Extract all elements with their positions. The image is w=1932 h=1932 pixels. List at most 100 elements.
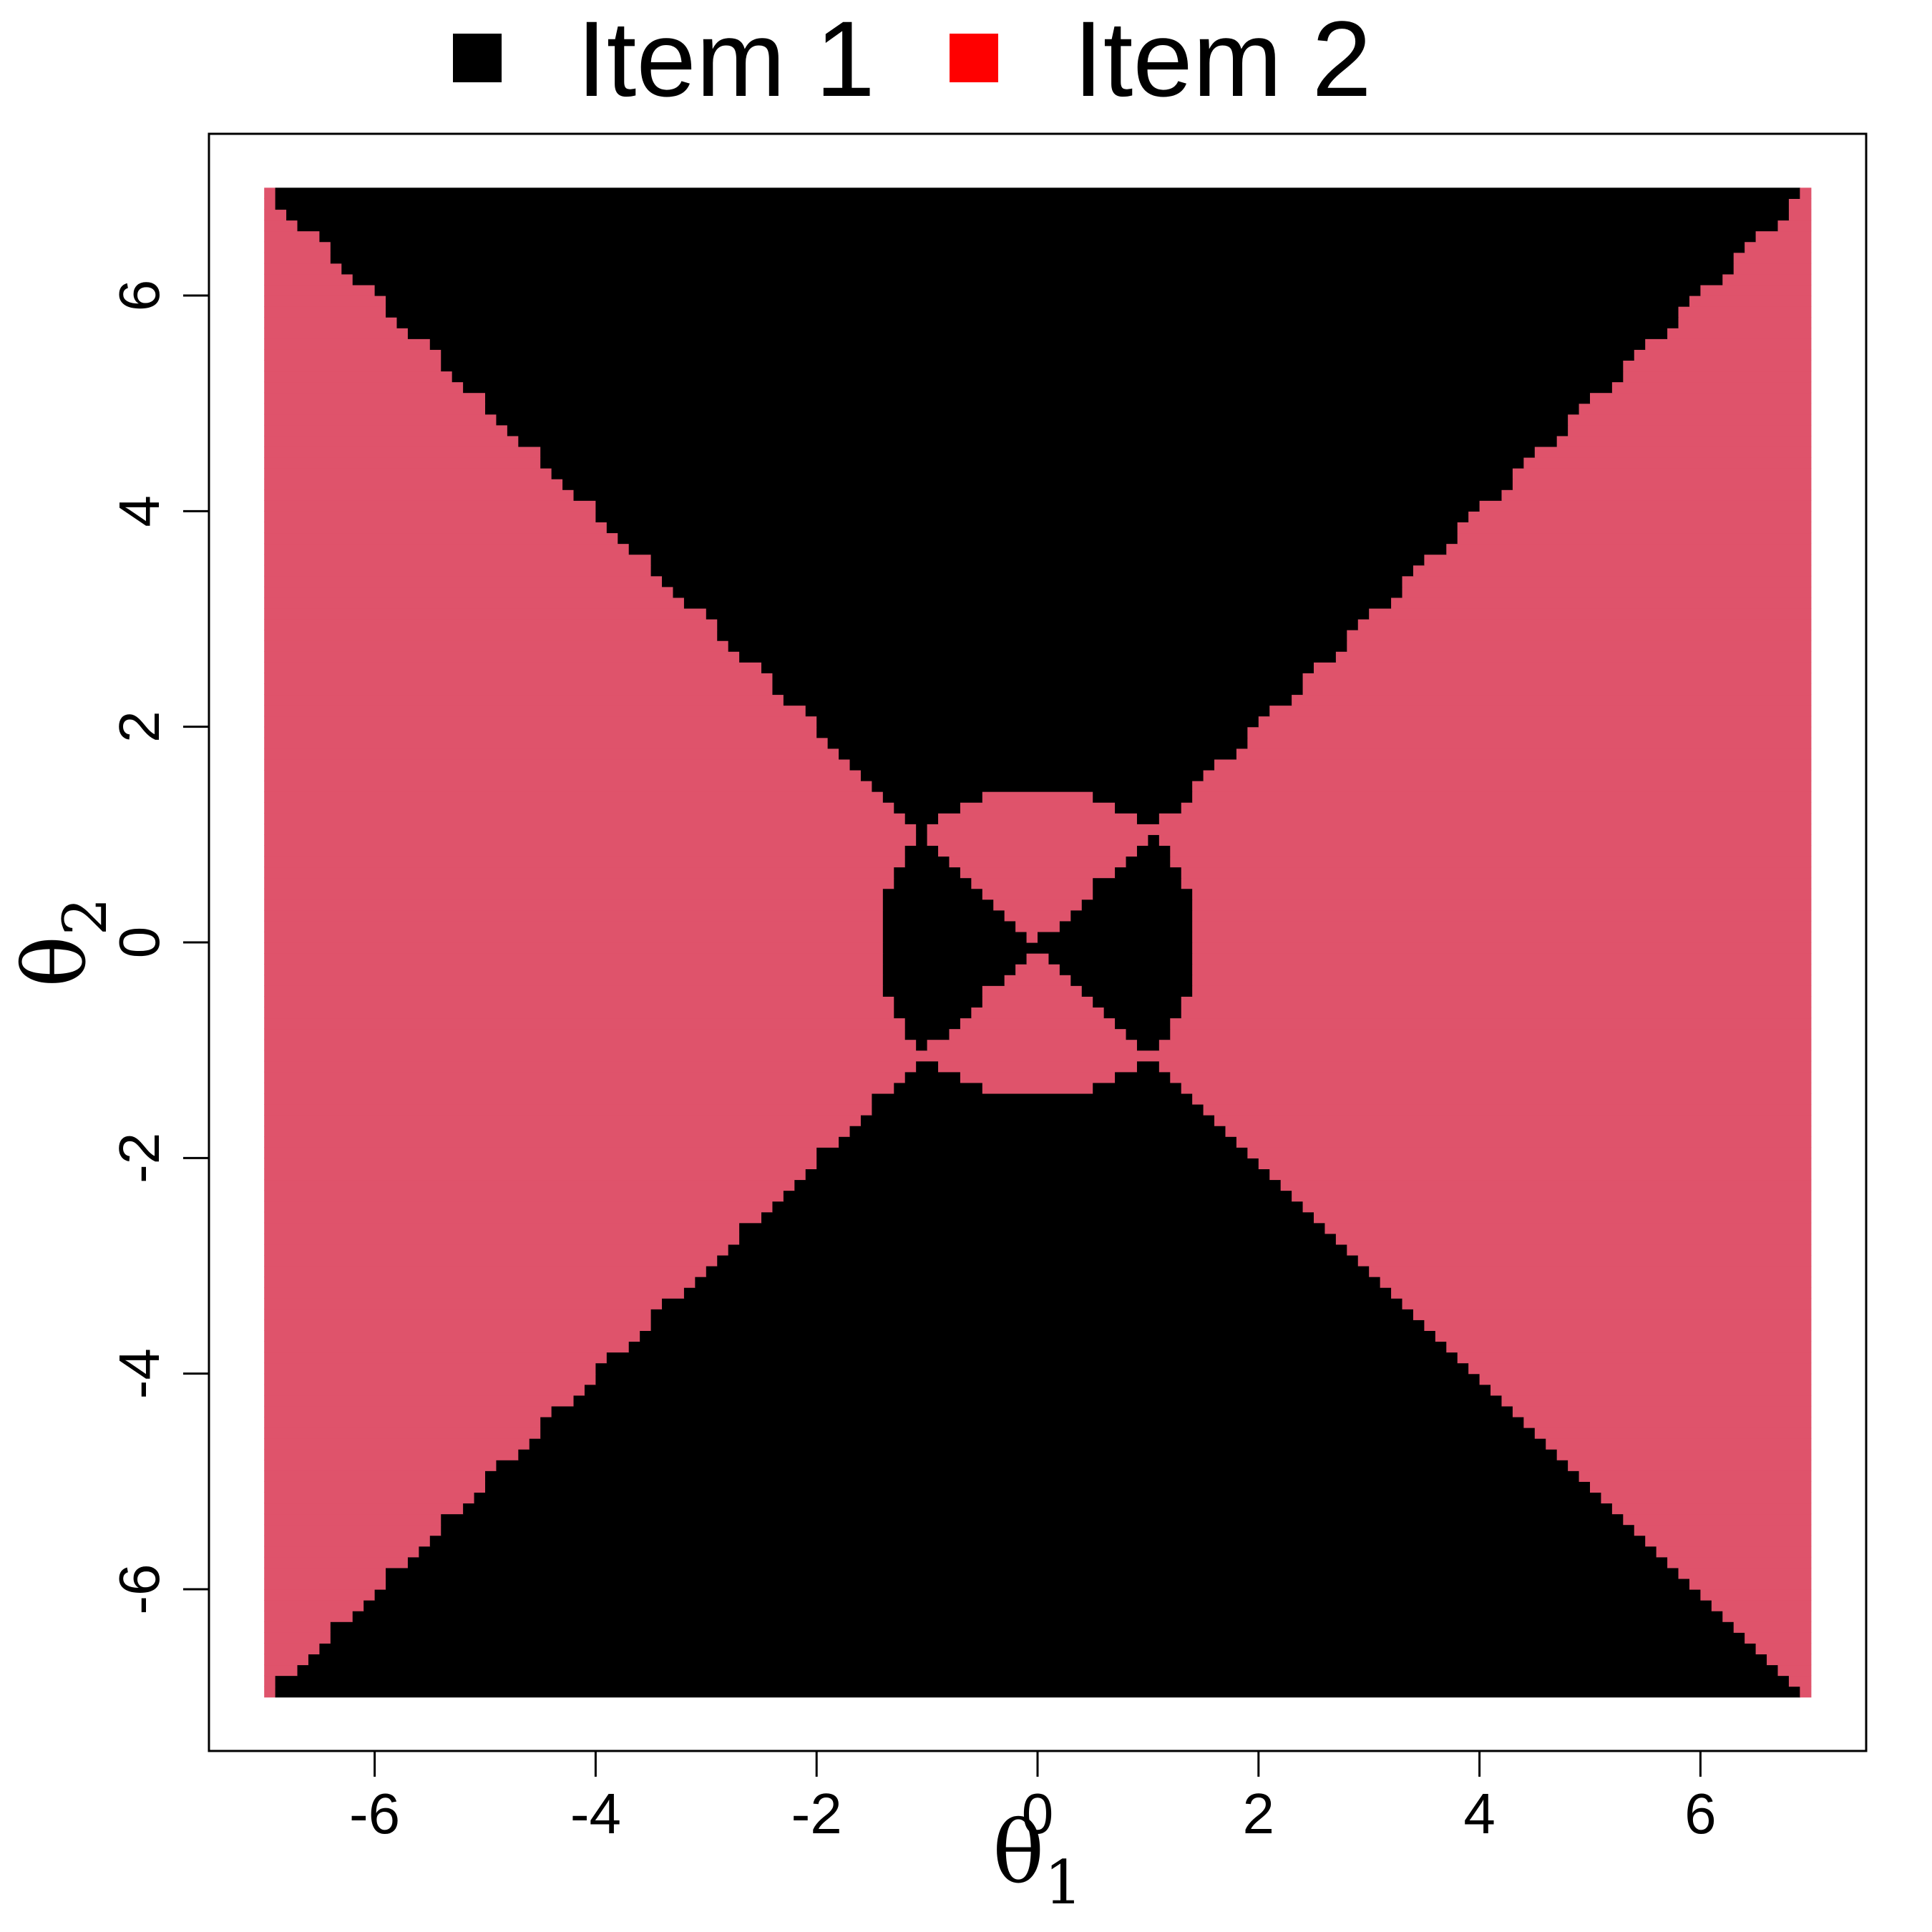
cell-item-1 — [595, 500, 1480, 512]
cell-item-1 — [772, 1201, 1304, 1213]
cell-item-2 — [1501, 1395, 1812, 1407]
cell-item-2 — [1402, 586, 1812, 598]
cell-item-2 — [264, 468, 552, 479]
cell-item-1 — [540, 1428, 1536, 1439]
cell-item-1 — [761, 662, 1314, 673]
cell-item-2 — [264, 1309, 652, 1320]
cell-item-1 — [827, 737, 1248, 749]
cell-item-1 — [904, 845, 939, 857]
cell-item-2 — [1634, 349, 1812, 361]
cell-item-2 — [1424, 554, 1812, 566]
cell-item-2 — [1170, 845, 1812, 857]
cell-item-2 — [264, 1244, 729, 1256]
cell-item-2 — [1678, 306, 1812, 318]
cell-item-2 — [264, 284, 376, 296]
cell-item-1 — [286, 209, 1790, 221]
cell-item-2 — [971, 877, 1093, 889]
cell-item-1 — [419, 1546, 1657, 1558]
cell-item-1 — [1148, 834, 1160, 846]
cell-item-2 — [1468, 511, 1812, 522]
cell-item-2 — [264, 845, 906, 857]
cell-item-2 — [264, 586, 674, 598]
cell-item-2 — [264, 511, 596, 522]
cell-item-1 — [816, 716, 1259, 728]
cell-item-2 — [960, 1018, 1116, 1030]
cell-item-2 — [1369, 1266, 1812, 1277]
cell-item-2 — [264, 758, 851, 771]
cell-item-2 — [1192, 920, 1812, 932]
cell-item-1 — [1093, 996, 1182, 1008]
cell-item-1 — [650, 1319, 1425, 1331]
cell-item-2 — [1335, 651, 1812, 663]
cell-item-2 — [993, 899, 1083, 911]
cell-item-2 — [264, 1277, 696, 1288]
cell-item-2 — [1711, 1600, 1812, 1611]
cell-item-1 — [518, 1449, 1558, 1460]
cell-item-1 — [573, 489, 1503, 501]
cell-item-2 — [1501, 489, 1812, 501]
cell-item-2 — [264, 500, 596, 512]
cell-item-1 — [330, 1621, 1735, 1633]
cell-item-2 — [1689, 296, 1812, 307]
cell-item-2 — [1722, 1611, 1812, 1622]
cell-item-1 — [650, 565, 1414, 577]
cell-item-2 — [1380, 1277, 1812, 1288]
cell-item-2 — [1192, 781, 1812, 792]
cell-item-1 — [739, 651, 1337, 663]
cell-item-1 — [429, 1535, 1646, 1547]
cell-item-1 — [1081, 899, 1193, 911]
cell-item-2 — [264, 931, 884, 943]
cell-item-2 — [264, 392, 486, 404]
cell-item-1 — [894, 867, 961, 879]
cell-item-1 — [485, 1470, 1580, 1482]
cell-item-1 — [308, 1654, 1767, 1666]
cell-item-1 — [805, 1169, 1270, 1181]
cell-item-1 — [1115, 802, 1182, 814]
cell-item-1 — [540, 1416, 1524, 1428]
cell-item-1 — [706, 608, 1370, 620]
cell-item-2 — [264, 1341, 630, 1353]
cell-item-1 — [662, 1298, 1403, 1309]
cell-item-1 — [783, 1190, 1292, 1202]
x-tick-label: 6 — [1684, 1782, 1717, 1845]
cell-item-2 — [264, 640, 729, 652]
cell-item-1 — [904, 856, 950, 868]
cell-item-2 — [1733, 252, 1812, 264]
cell-item-2 — [1357, 1254, 1812, 1267]
cell-item-2 — [264, 241, 331, 253]
cell-item-2 — [1800, 187, 1812, 199]
cell-item-1 — [507, 424, 1568, 436]
cell-item-2 — [1214, 1115, 1812, 1126]
cell-item-2 — [264, 532, 618, 545]
cell-item-1 — [673, 586, 1403, 598]
cell-item-2 — [1413, 565, 1812, 577]
cell-item-2 — [1192, 909, 1812, 922]
cell-item-2 — [1534, 1428, 1812, 1439]
x-tick-label: 4 — [1463, 1782, 1496, 1845]
cell-item-2 — [1634, 1524, 1812, 1536]
cell-item-2 — [1181, 802, 1812, 814]
cell-item-1 — [1059, 964, 1193, 975]
cell-item-2 — [264, 683, 774, 696]
cell-item-2 — [264, 1050, 1812, 1062]
cell-item-2 — [264, 1028, 906, 1040]
cell-item-1 — [485, 392, 1591, 404]
cell-item-1 — [275, 198, 1790, 210]
cell-item-1 — [595, 1373, 1480, 1385]
cell-item-1 — [882, 931, 1028, 943]
cell-item-2 — [1512, 1405, 1812, 1418]
cell-item-1 — [1136, 1039, 1160, 1051]
cell-item-2 — [1788, 198, 1812, 210]
cell-item-1 — [584, 1384, 1491, 1396]
cell-item-2 — [1722, 273, 1812, 286]
cell-item-2 — [264, 769, 862, 781]
cell-item-2 — [264, 1190, 784, 1202]
cell-item-2 — [264, 877, 894, 889]
cell-item-2 — [1258, 716, 1812, 728]
cell-item-1 — [1136, 845, 1171, 857]
cell-item-1 — [441, 1513, 1624, 1526]
cell-item-1 — [882, 942, 1193, 954]
cell-item-1 — [916, 1060, 939, 1073]
cell-item-1 — [872, 1104, 1204, 1116]
cell-item-1 — [728, 1244, 1347, 1256]
